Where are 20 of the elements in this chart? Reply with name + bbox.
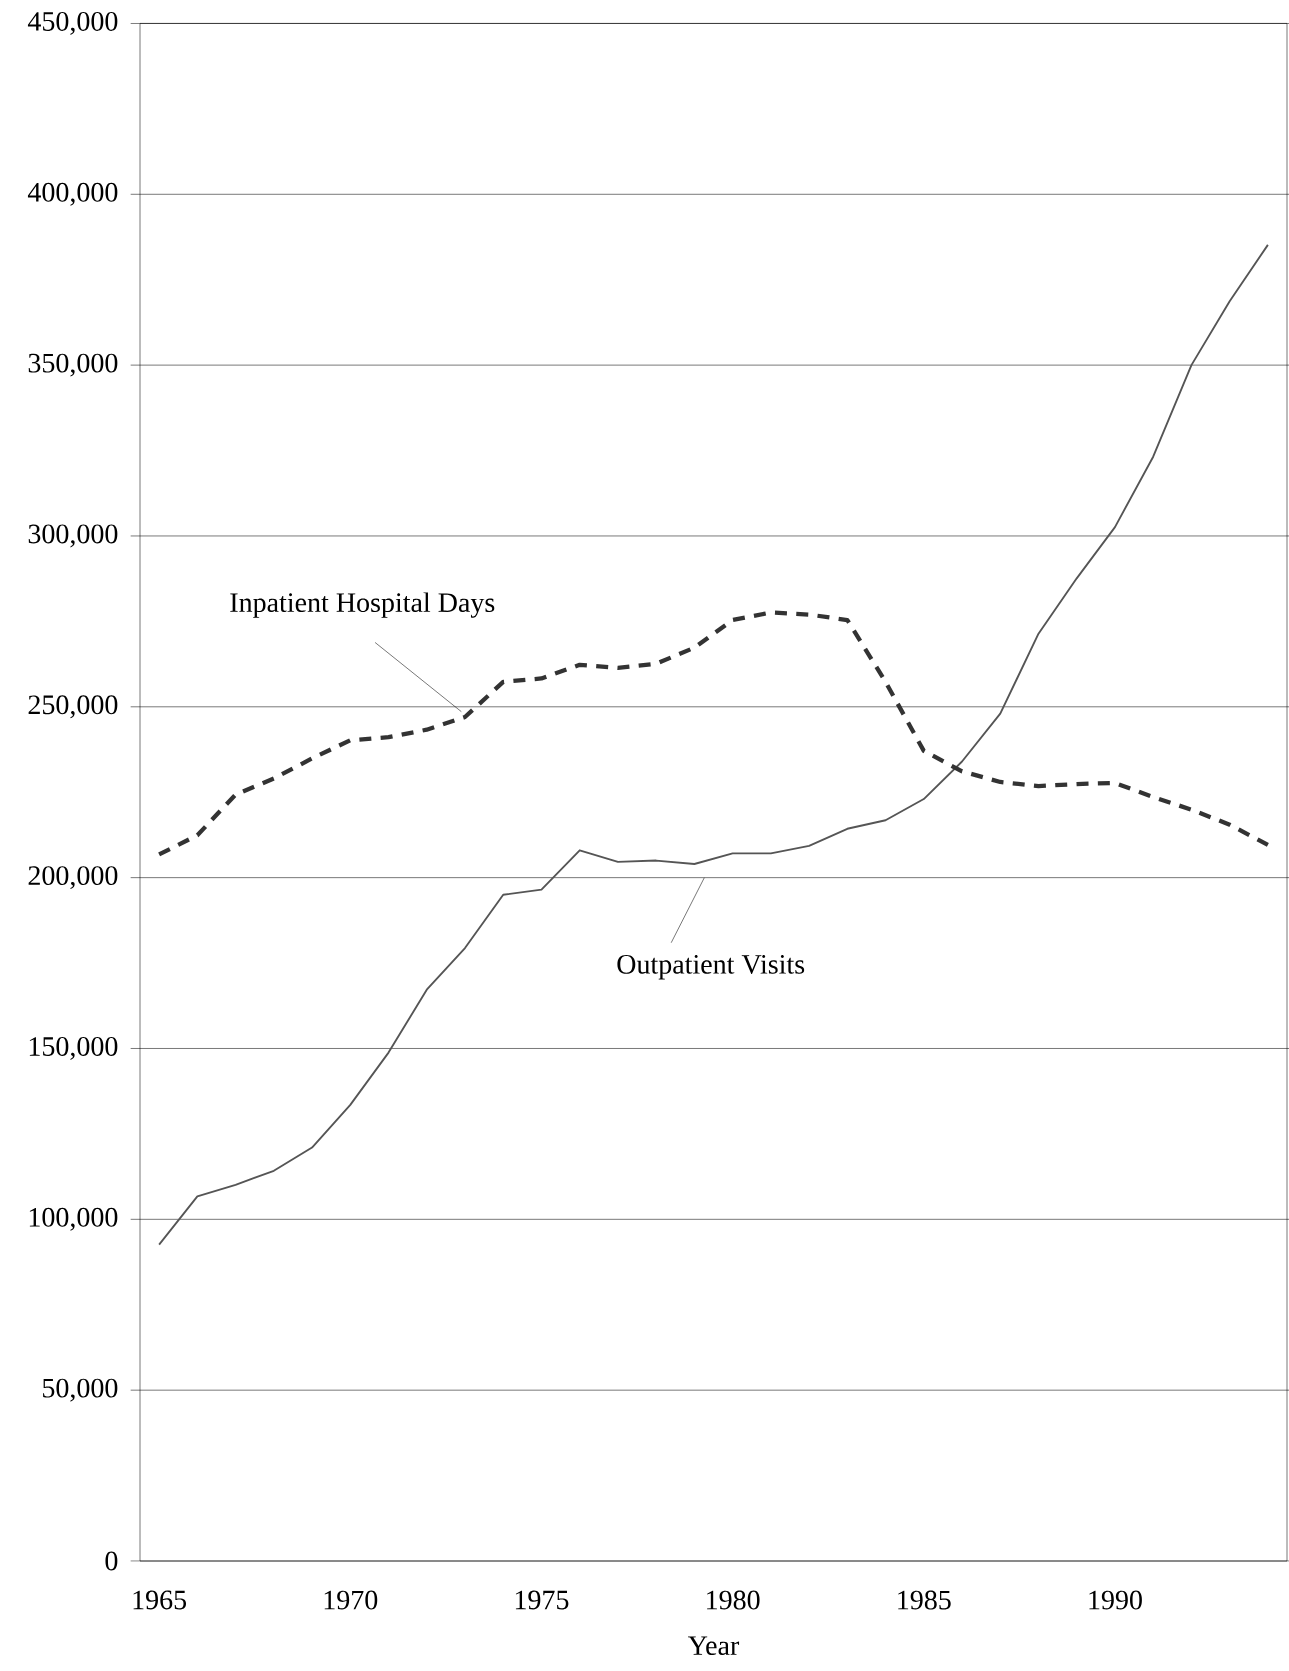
y-tick-label: 100,000 xyxy=(29,1207,118,1231)
y-tick-label: 50,000 xyxy=(43,1378,118,1402)
x-tick-label: 1975 xyxy=(515,1590,569,1610)
y-tick-label: 150,000 xyxy=(29,1037,118,1060)
y-tick-label: 450,000 xyxy=(27,11,118,35)
y-tick-label: 250,000 xyxy=(28,695,118,719)
y-tick-label: 0 xyxy=(105,1551,118,1571)
x-tick-label: 1985 xyxy=(898,1590,951,1610)
annotation: Inpatient Hospital Days xyxy=(230,592,495,618)
x-tick-label: 1980 xyxy=(707,1590,760,1610)
x-tick-label: 1970 xyxy=(324,1590,378,1610)
x-tick-label: 1990 xyxy=(1089,1590,1142,1610)
annotation: Outpatient Visits xyxy=(617,955,805,980)
line-series xyxy=(158,243,1269,1246)
y-tick-label: 200,000 xyxy=(28,866,118,890)
y-tick-label: 350,000 xyxy=(28,353,118,377)
y-tick-label: 400,000 xyxy=(27,182,118,206)
x-axis-title: Year xyxy=(688,1636,740,1656)
x-tick-label: 1965 xyxy=(133,1590,187,1610)
y-tick-label: 300,000 xyxy=(28,524,118,548)
